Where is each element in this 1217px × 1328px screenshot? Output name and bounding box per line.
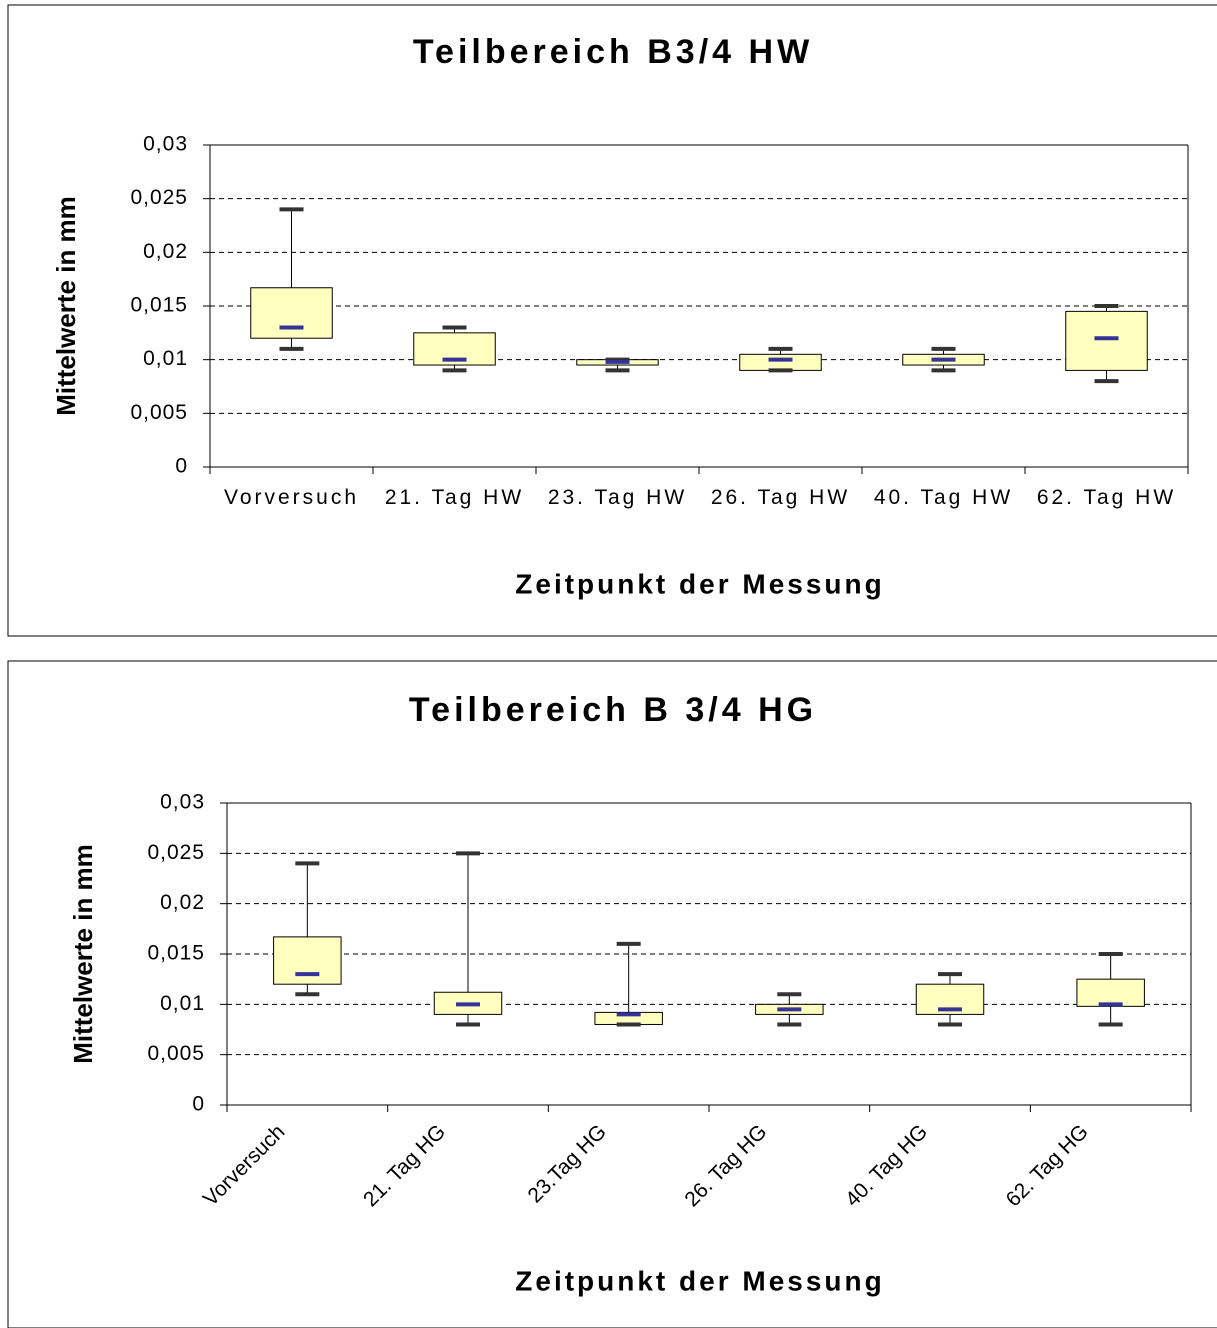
x-tick-label-box: 62. Tag HW [1036, 486, 1177, 509]
y-tick-label: 0,02 [143, 240, 188, 263]
x-tick-label: Vorversuch [223, 486, 360, 509]
x-tick-label: 40. Tag HW [873, 486, 1014, 509]
y-tick-label: 0,02 [160, 891, 205, 914]
chart-title: Teilbereich B3/4 HW [413, 33, 813, 71]
y-tick-label: 0,03 [160, 791, 205, 814]
box [1076, 978, 1145, 1007]
y-tick-label: 0,015 [130, 294, 188, 317]
x-tick-label: 21. Tag HW [384, 486, 525, 509]
x-tick-label-box: 21. Tag HW [384, 486, 525, 509]
y-tick-label: 0,015 [147, 942, 205, 965]
x-tick-label: 23. Tag HW [547, 486, 688, 509]
y-axis-title: Mittelwerte in mm [68, 844, 98, 1064]
y-tick-label: 0,03 [143, 133, 188, 156]
box [273, 936, 342, 985]
chart-frame [7, 660, 1217, 1328]
y-tick-label: 0,005 [147, 1042, 205, 1065]
y-tick-label: 0 [192, 1093, 205, 1116]
x-tick-label-box: 40. Tag HW [873, 486, 1014, 509]
y-tick-label: 0,025 [147, 841, 205, 864]
chart-title: Teilbereich B 3/4 HG [409, 691, 817, 729]
y-tick-label: 0 [175, 455, 188, 478]
y-axis-title: Mittelwerte in mm [51, 196, 81, 416]
x-tick-label: 62. Tag HW [1036, 486, 1177, 509]
x-tick-label-box: 26. Tag HW [710, 486, 851, 509]
box [739, 353, 822, 371]
x-tick-label: 26. Tag HW [710, 486, 851, 509]
x-axis-title: Zeitpunkt der Messung [515, 568, 884, 599]
box [250, 287, 333, 339]
y-tick-label: 0,005 [130, 401, 188, 424]
y-tick-label: 0,01 [143, 347, 188, 370]
x-axis-title: Zeitpunkt der Messung [515, 1265, 884, 1296]
y-tick-label: 0,025 [130, 186, 188, 209]
box [1065, 310, 1148, 371]
y-tick-label: 0,01 [160, 992, 205, 1015]
x-tick-label-box: 23. Tag HW [547, 486, 688, 509]
x-tick-label-box: Vorversuch [223, 486, 360, 509]
